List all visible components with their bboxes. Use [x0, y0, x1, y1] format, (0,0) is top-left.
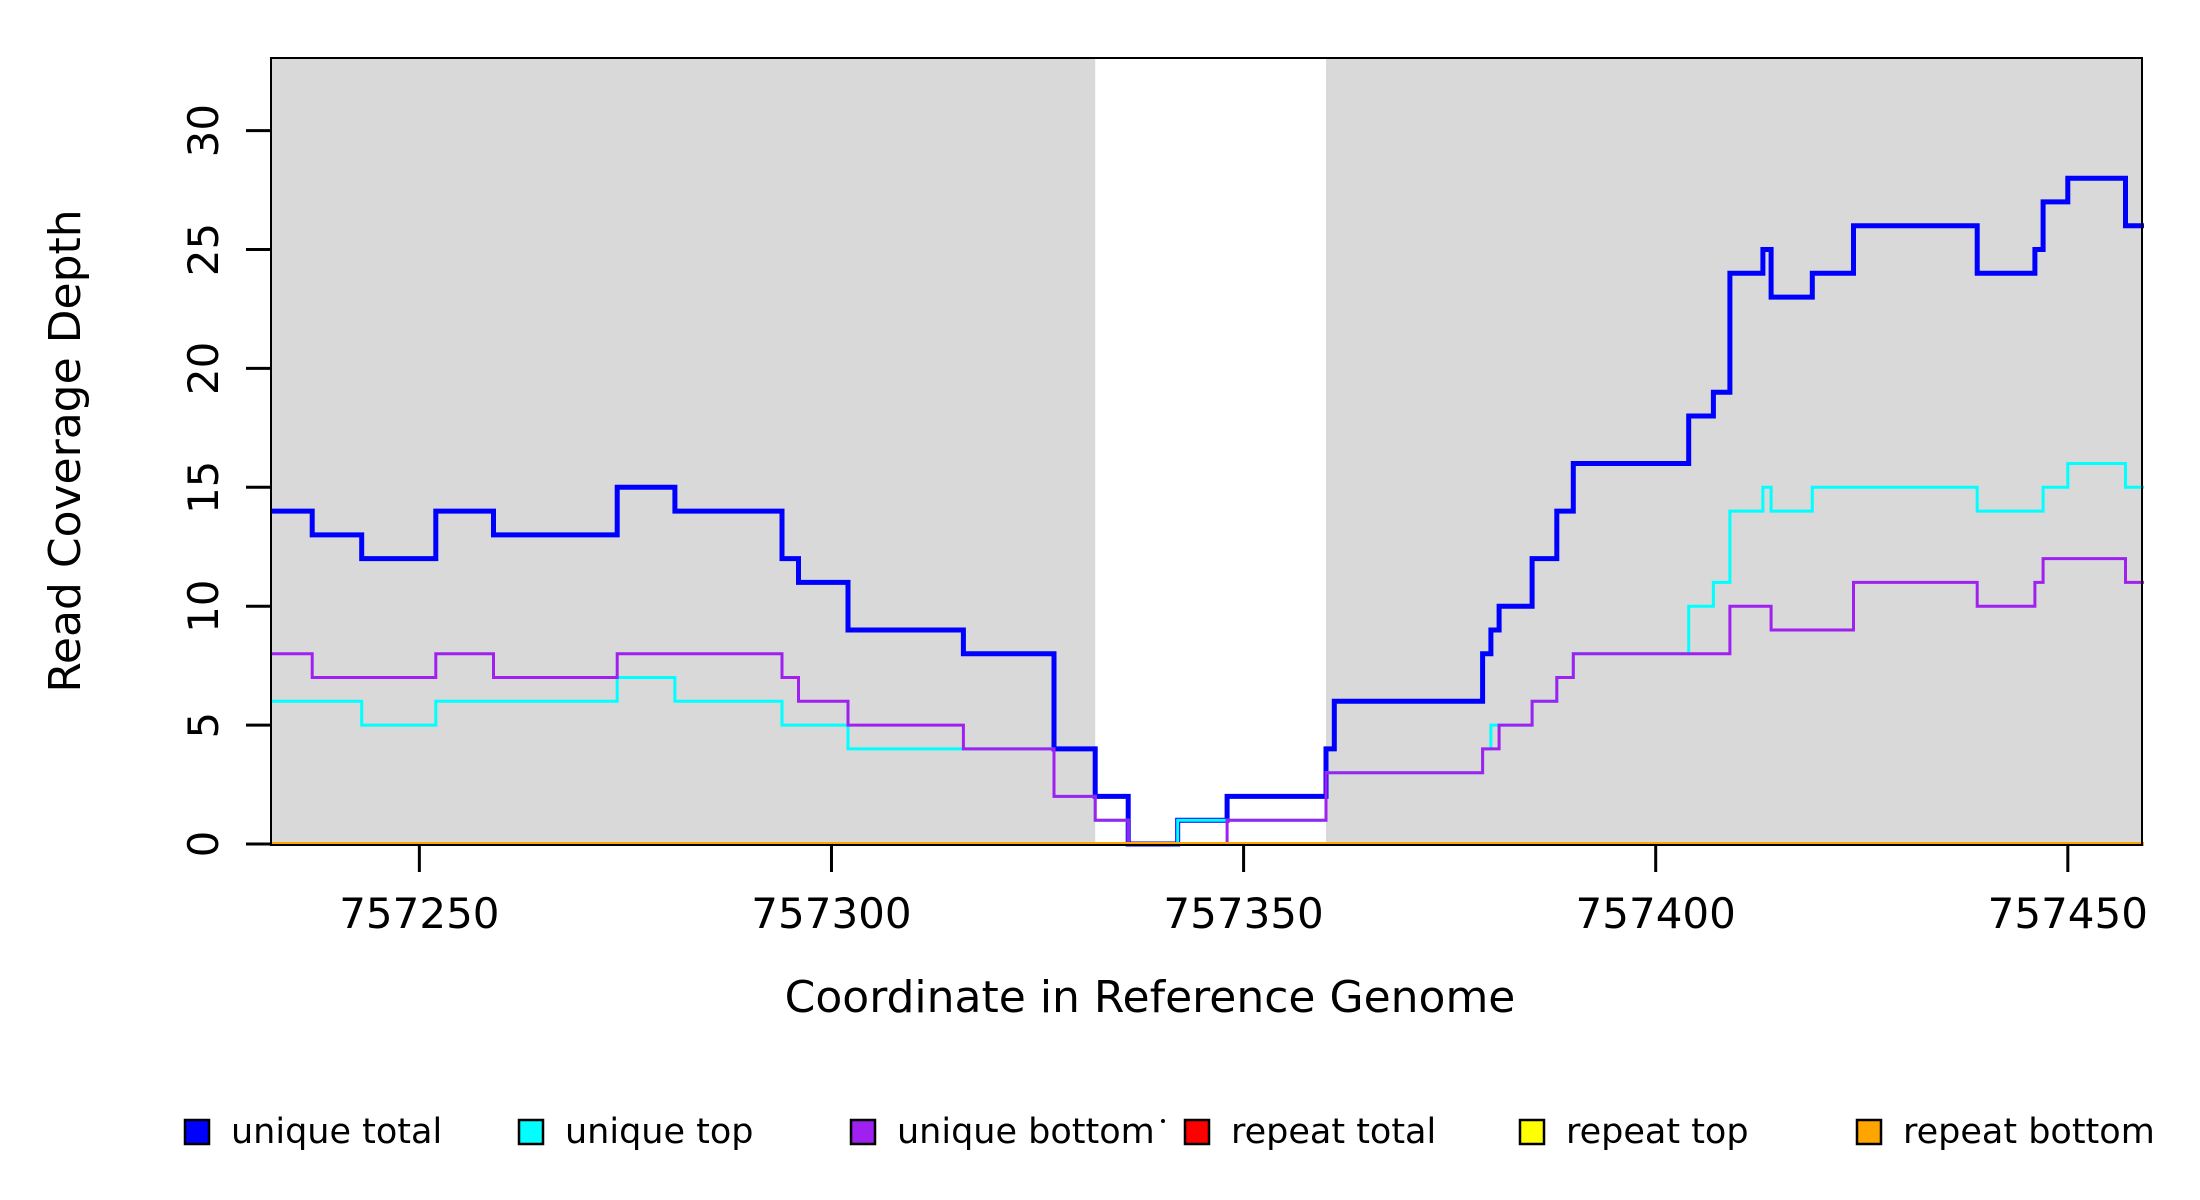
y-axis-title: Read Coverage Depth [40, 209, 91, 692]
axes: 757250 757300 757350 757400 757450 0 5 10 15 20 25… [179, 104, 2148, 938]
legend-item-unique-bottom: unique bottom [849, 1112, 1155, 1152]
legend-swatch [1855, 1118, 1883, 1146]
series-line-unique-total [271, 175, 2144, 847]
y-tick-label: 25 [179, 223, 228, 276]
x-tick-label: 757350 [1163, 889, 1323, 938]
plot-box [270, 57, 2143, 846]
y-tick-label: 10 [179, 579, 228, 632]
x-tick-label: 757300 [751, 889, 911, 938]
x-tick-label: 757250 [339, 889, 499, 938]
legend-item-repeat-top: repeat top [1518, 1112, 1749, 1152]
legend-label: repeat bottom [1903, 1112, 2155, 1152]
legend-swatch [183, 1118, 211, 1146]
legend: unique total unique top unique bottom repea… [183, 1112, 2155, 1152]
y-tick-label: 5 [179, 712, 228, 739]
series-line-unique-bottom [271, 557, 2144, 846]
plot-border-box [270, 57, 2143, 846]
legend-swatch [517, 1118, 545, 1146]
legend-swatch [1518, 1118, 1546, 1146]
shaded-region [271, 59, 1096, 845]
x-axis-title: Coordinate in Reference Genome [785, 972, 1516, 1023]
shaded-regions [271, 59, 2142, 845]
legend-swatch [849, 1118, 877, 1146]
y-tick-label: 15 [179, 461, 228, 514]
legend-item-repeat-total: repeat total [1183, 1112, 1436, 1152]
y-tick-label: 20 [179, 342, 228, 395]
y-tick-label: 0 [179, 831, 228, 858]
legend-item-repeat-bottom: repeat bottom [1855, 1112, 2155, 1152]
legend-label: unique top [565, 1112, 754, 1152]
y-tick-label: 30 [179, 104, 228, 157]
legend-label: unique bottom [897, 1112, 1155, 1152]
legend-item-unique-total: unique total [183, 1112, 442, 1152]
legend-label: unique total [231, 1112, 442, 1152]
legend-swatch [1183, 1118, 1211, 1146]
x-tick-label: 757450 [1988, 889, 2148, 938]
legend-label: repeat total [1231, 1112, 1436, 1152]
stray-dot [1161, 1119, 1165, 1123]
shaded-region [1326, 59, 2142, 845]
legend-item-unique-top: unique top [517, 1112, 754, 1152]
legend-label: repeat top [1566, 1112, 1749, 1152]
x-tick-label: 757400 [1576, 889, 1736, 938]
